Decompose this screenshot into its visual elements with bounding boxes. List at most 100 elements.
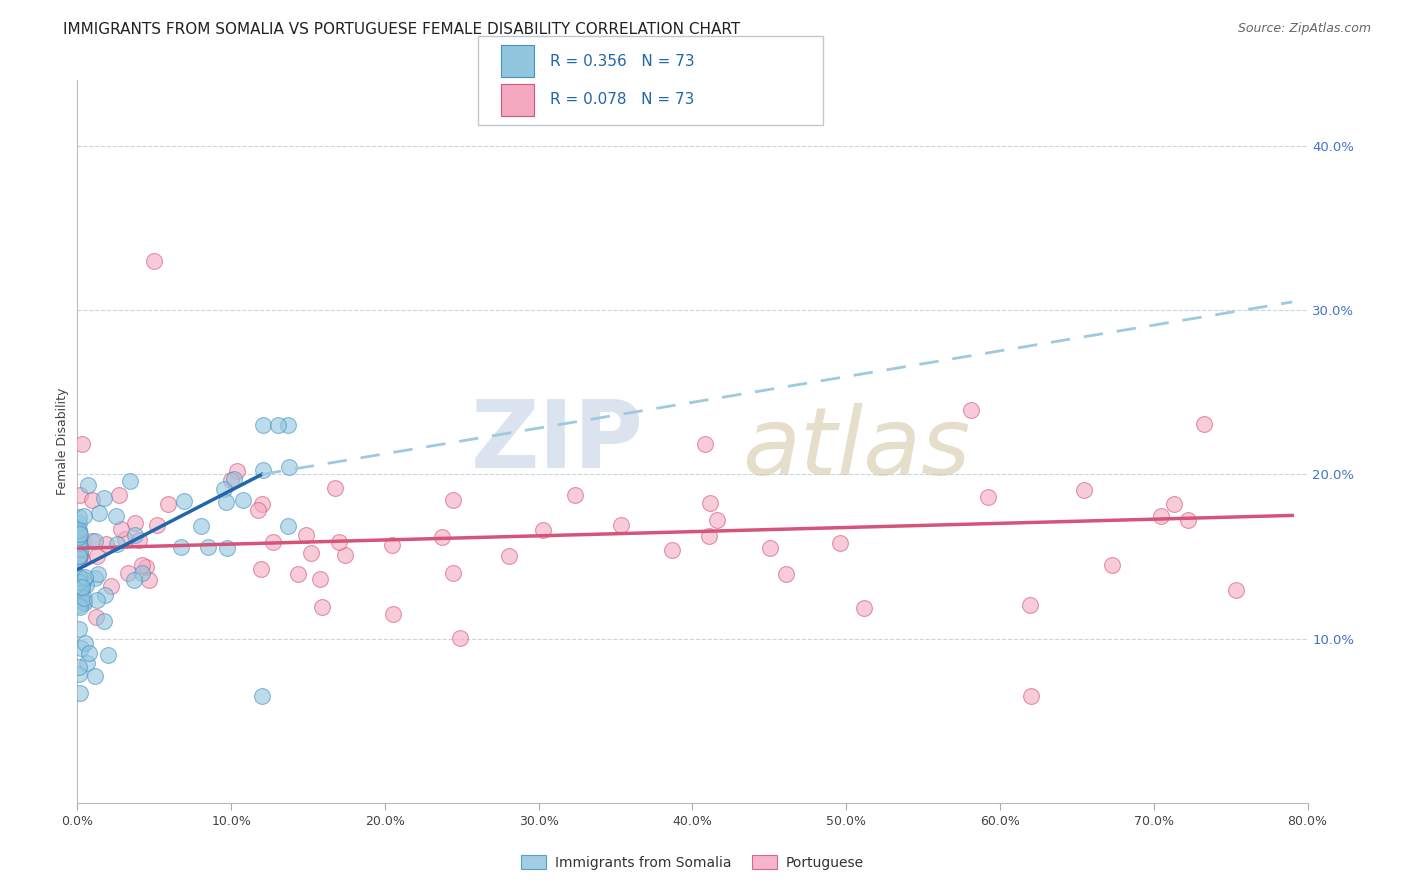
- Point: [94, 588, 117, 602]
- Point: [830, 536, 852, 550]
- Point: [699, 496, 721, 510]
- Point: [1019, 689, 1042, 703]
- Point: [122, 573, 145, 587]
- Point: [430, 530, 453, 544]
- Point: [86, 593, 108, 607]
- Point: [72, 536, 94, 550]
- Point: [87, 506, 110, 520]
- Point: [128, 533, 150, 547]
- Point: [277, 418, 299, 433]
- Y-axis label: Female Disability: Female Disability: [56, 388, 69, 495]
- Point: [295, 528, 318, 542]
- Point: [93, 614, 115, 628]
- Point: [1150, 509, 1173, 524]
- Point: [67, 666, 90, 681]
- Point: [1225, 583, 1247, 598]
- Text: R = 0.356   N = 73: R = 0.356 N = 73: [550, 54, 695, 69]
- Text: Source: ZipAtlas.com: Source: ZipAtlas.com: [1237, 22, 1371, 36]
- Point: [100, 580, 122, 594]
- Point: [67, 516, 90, 530]
- Point: [70, 552, 93, 566]
- Point: [93, 491, 115, 506]
- Point: [250, 562, 273, 576]
- Point: [69, 583, 91, 598]
- Point: [76, 656, 98, 670]
- Point: [215, 495, 238, 509]
- Point: [145, 517, 167, 532]
- Text: atlas: atlas: [742, 403, 970, 494]
- Point: [69, 600, 91, 615]
- Point: [977, 491, 1000, 505]
- Point: [124, 516, 146, 530]
- Point: [69, 641, 91, 656]
- Point: [70, 590, 93, 604]
- Point: [212, 482, 235, 496]
- Point: [706, 512, 728, 526]
- Point: [232, 493, 254, 508]
- Point: [441, 492, 464, 507]
- Point: [197, 540, 219, 554]
- Point: [70, 589, 93, 603]
- Point: [73, 596, 96, 610]
- Point: [262, 535, 284, 549]
- Point: [69, 526, 91, 541]
- Point: [217, 541, 239, 555]
- Point: [131, 566, 153, 580]
- Point: [381, 538, 404, 552]
- Point: [441, 566, 464, 581]
- Point: [67, 579, 90, 593]
- Point: [69, 488, 91, 502]
- Point: [277, 519, 299, 533]
- Legend: Immigrants from Somalia, Portuguese: Immigrants from Somalia, Portuguese: [516, 849, 869, 875]
- Point: [96, 537, 118, 551]
- Point: [1163, 497, 1185, 511]
- Text: IMMIGRANTS FROM SOMALIA VS PORTUGUESE FEMALE DISABILITY CORRELATION CHART: IMMIGRANTS FROM SOMALIA VS PORTUGUESE FE…: [63, 22, 741, 37]
- Point: [67, 527, 90, 541]
- Point: [84, 610, 107, 624]
- Point: [758, 541, 780, 556]
- Point: [77, 646, 100, 660]
- Point: [73, 591, 96, 606]
- Point: [69, 549, 91, 563]
- Point: [67, 541, 90, 556]
- Point: [67, 536, 90, 550]
- Point: [69, 686, 91, 700]
- Point: [226, 464, 249, 478]
- Point: [852, 600, 875, 615]
- Point: [266, 418, 288, 433]
- Text: R = 0.078   N = 73: R = 0.078 N = 73: [550, 93, 695, 107]
- Point: [83, 533, 105, 548]
- Point: [105, 536, 128, 550]
- Point: [170, 540, 193, 554]
- Point: [80, 492, 103, 507]
- Point: [309, 572, 332, 586]
- Point: [1177, 513, 1199, 527]
- Point: [173, 494, 195, 508]
- Point: [70, 542, 93, 557]
- Point: [104, 509, 127, 524]
- Point: [252, 497, 274, 511]
- Point: [124, 528, 146, 542]
- Point: [311, 600, 333, 615]
- Point: [118, 474, 141, 488]
- Point: [695, 437, 717, 451]
- Point: [67, 570, 90, 584]
- Point: [67, 623, 90, 637]
- Point: [138, 573, 160, 587]
- Point: [190, 519, 212, 533]
- Point: [110, 523, 132, 537]
- Point: [775, 567, 797, 582]
- Point: [219, 473, 242, 487]
- Point: [131, 558, 153, 573]
- Point: [67, 525, 90, 540]
- Point: [661, 542, 683, 557]
- Point: [157, 497, 180, 511]
- Point: [69, 569, 91, 583]
- Point: [67, 574, 90, 589]
- Point: [222, 472, 245, 486]
- Point: [699, 529, 721, 543]
- Point: [117, 566, 139, 580]
- Point: [335, 548, 357, 562]
- Point: [69, 580, 91, 594]
- Point: [1018, 599, 1040, 613]
